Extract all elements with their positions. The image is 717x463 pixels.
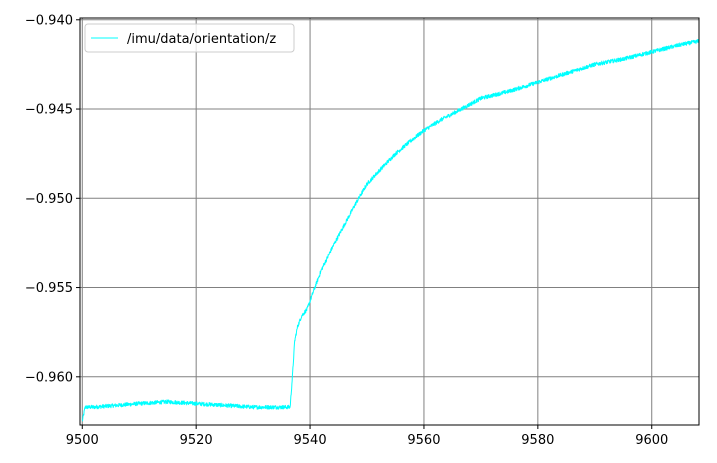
legend-label-orientation-z: /imu/data/orientation/z xyxy=(127,32,276,47)
y-tick-label: −0.960 xyxy=(25,370,73,385)
legend: /imu/data/orientation/z xyxy=(84,23,295,53)
y-tick-label: −0.940 xyxy=(25,13,73,28)
x-tick-label: 9560 xyxy=(407,433,440,448)
x-axis: 9500 9520 9540 9560 9580 9600 xyxy=(66,425,668,448)
x-tick-label: 9580 xyxy=(521,433,554,448)
grid xyxy=(80,18,699,425)
legend-box xyxy=(84,23,295,53)
series-line-0 xyxy=(82,39,700,422)
x-tick-label: 9600 xyxy=(635,433,668,448)
x-tick-label: 9540 xyxy=(294,433,327,448)
y-tick-label: −0.945 xyxy=(25,103,73,118)
x-tick-label: 9500 xyxy=(66,433,99,448)
series-layer xyxy=(82,39,700,422)
y-tick-label: −0.950 xyxy=(25,192,73,207)
y-axis: −0.960 −0.955 −0.950 −0.945 −0.940 xyxy=(25,13,80,385)
plot-frame xyxy=(79,17,700,426)
x-tick-label: 9520 xyxy=(180,433,213,448)
y-tick-label: −0.955 xyxy=(25,281,73,296)
